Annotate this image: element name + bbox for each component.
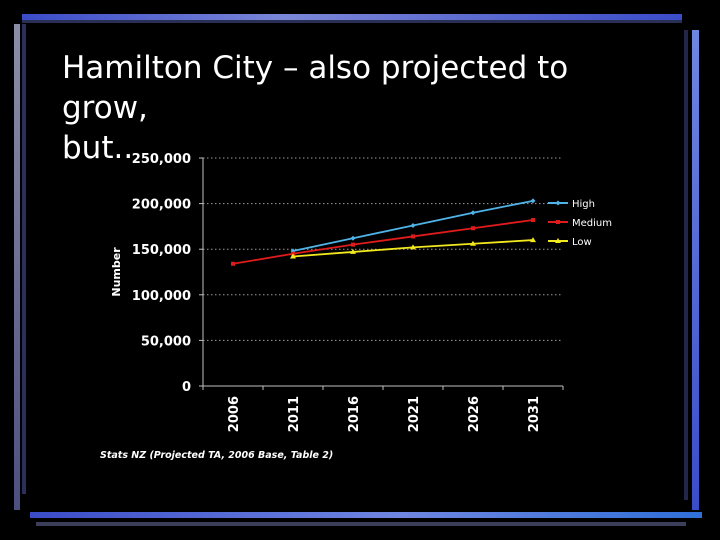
series-line-medium: [232, 219, 534, 265]
data-point: [555, 200, 561, 206]
y-tick-label: 200,000: [132, 198, 191, 213]
x-tick-label: 2026: [467, 396, 482, 432]
data-point: [350, 248, 356, 254]
x-tick-label: 2031: [527, 396, 542, 432]
data-point: [471, 226, 475, 231]
data-point: [530, 198, 536, 204]
data-point: [530, 237, 536, 243]
y-axis-label: Number: [110, 247, 123, 297]
frame-right-bar-inner: [684, 30, 688, 500]
data-point: [290, 253, 296, 259]
y-tick-label: 0: [182, 380, 191, 395]
data-point: [470, 240, 476, 246]
data-point: [350, 235, 356, 241]
data-point: [531, 218, 535, 223]
slide-title: Hamilton City – also projected to grow, …: [62, 50, 569, 166]
y-tick-label: 250,000: [132, 152, 191, 167]
series-low: [290, 237, 536, 259]
frame-bottom-bar: [30, 512, 702, 518]
legend-label: Low: [572, 237, 592, 248]
series-high: [290, 198, 536, 254]
legend-label: Medium: [572, 218, 612, 229]
frame-right-bar: [692, 30, 699, 510]
data-point: [556, 220, 560, 224]
source-note: Stats NZ (Projected TA, 2006 Base, Table…: [100, 450, 334, 461]
x-tick-label: 2021: [407, 396, 422, 432]
legend-label: High: [572, 199, 595, 210]
chart-gridlines: [203, 157, 563, 341]
y-tick-label: 150,000: [132, 243, 191, 258]
frame-bottom-bar-shadow: [36, 522, 686, 526]
legend-item-low: Low: [548, 237, 592, 248]
x-tick-label: 2016: [347, 396, 362, 432]
x-tick-labels: 2006 2011 2016 2021 2026 2031: [227, 396, 542, 432]
frame-top-bar: [22, 14, 682, 20]
chart-axes: [199, 157, 564, 390]
data-point: [410, 244, 416, 250]
data-point: [411, 234, 415, 239]
legend-item-medium: Medium: [548, 218, 612, 229]
data-point: [231, 261, 235, 266]
data-point: [410, 222, 416, 228]
frame-left-bar-inner: [22, 24, 26, 494]
frame-left-bar: [14, 24, 20, 510]
chart-series: [231, 198, 536, 266]
frame-top-bar-shadow: [22, 20, 682, 23]
data-point: [470, 210, 476, 216]
y-tick-label: 100,000: [132, 289, 191, 304]
y-tick-label: 50,000: [141, 334, 191, 349]
x-tick-label: 2006: [227, 396, 242, 432]
x-tick-label: 2011: [287, 396, 302, 432]
chart-legend: High Medium Low: [548, 199, 612, 248]
data-point: [555, 238, 561, 243]
y-tick-labels: 0 50,000 100,000 150,000 200,000 250,000: [132, 152, 191, 395]
data-point: [351, 242, 355, 247]
legend-item-high: High: [548, 199, 595, 210]
